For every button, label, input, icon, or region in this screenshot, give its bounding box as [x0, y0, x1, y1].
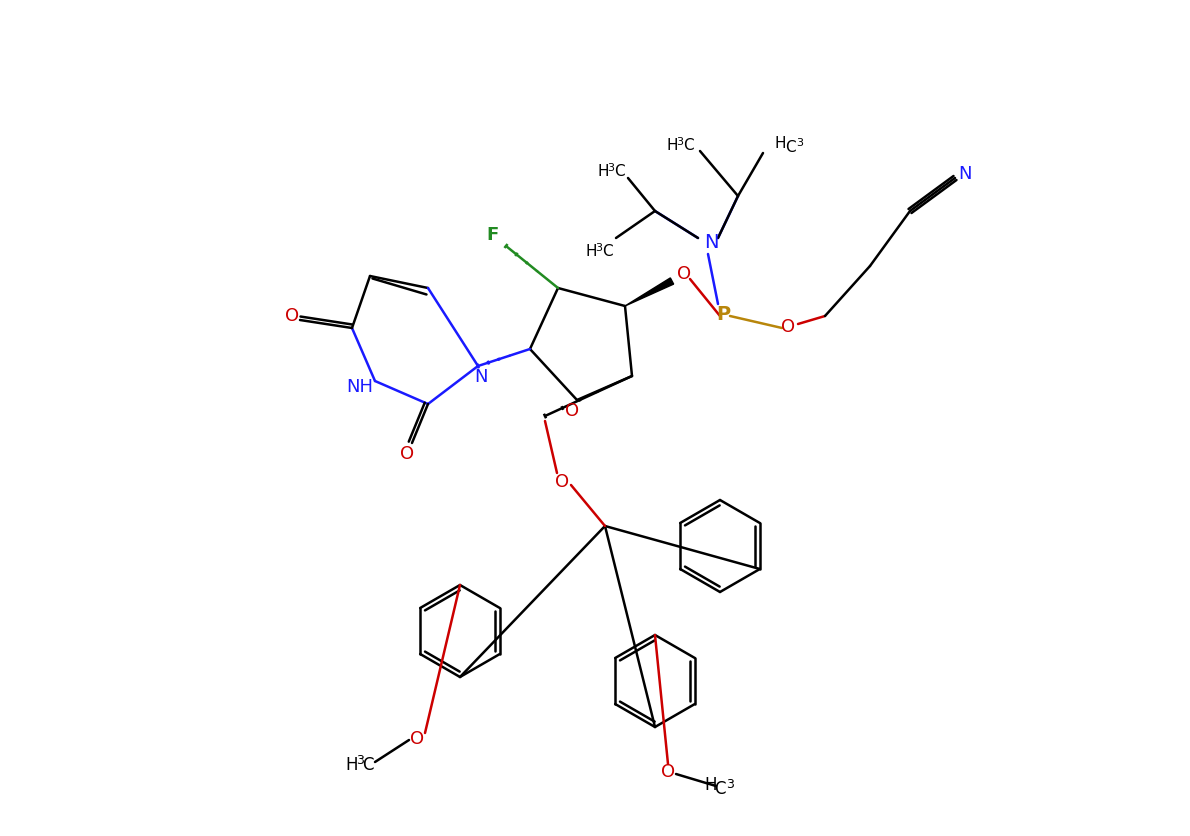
Text: O: O	[660, 762, 675, 780]
Text: 3: 3	[676, 137, 683, 147]
Text: C: C	[614, 163, 625, 178]
Text: P: P	[716, 305, 729, 324]
Text: NH: NH	[346, 378, 374, 395]
Text: O: O	[400, 445, 414, 462]
Text: C: C	[714, 779, 726, 797]
Text: H: H	[346, 755, 358, 773]
Text: 3: 3	[608, 163, 614, 173]
Text: O: O	[677, 265, 691, 283]
Text: 3: 3	[356, 753, 364, 767]
Text: F: F	[486, 226, 499, 244]
Text: H: H	[704, 775, 718, 793]
Text: O: O	[565, 401, 580, 420]
Text: H: H	[585, 243, 596, 258]
Text: 3: 3	[726, 777, 734, 791]
Text: H: H	[666, 137, 678, 152]
Text: H: H	[775, 135, 785, 150]
Text: O: O	[409, 729, 424, 747]
Text: N: N	[703, 232, 719, 251]
Text: 3: 3	[595, 242, 602, 252]
Text: C: C	[683, 137, 694, 152]
Text: H: H	[597, 163, 609, 178]
Text: N: N	[958, 165, 972, 183]
Text: C: C	[784, 140, 795, 155]
Text: O: O	[284, 307, 299, 324]
Text: O: O	[781, 318, 795, 335]
Text: C: C	[362, 755, 374, 773]
Text: 3: 3	[796, 138, 803, 148]
Text: N: N	[475, 368, 488, 385]
Text: O: O	[555, 472, 569, 491]
Text: C: C	[602, 243, 613, 258]
Polygon shape	[625, 278, 674, 307]
